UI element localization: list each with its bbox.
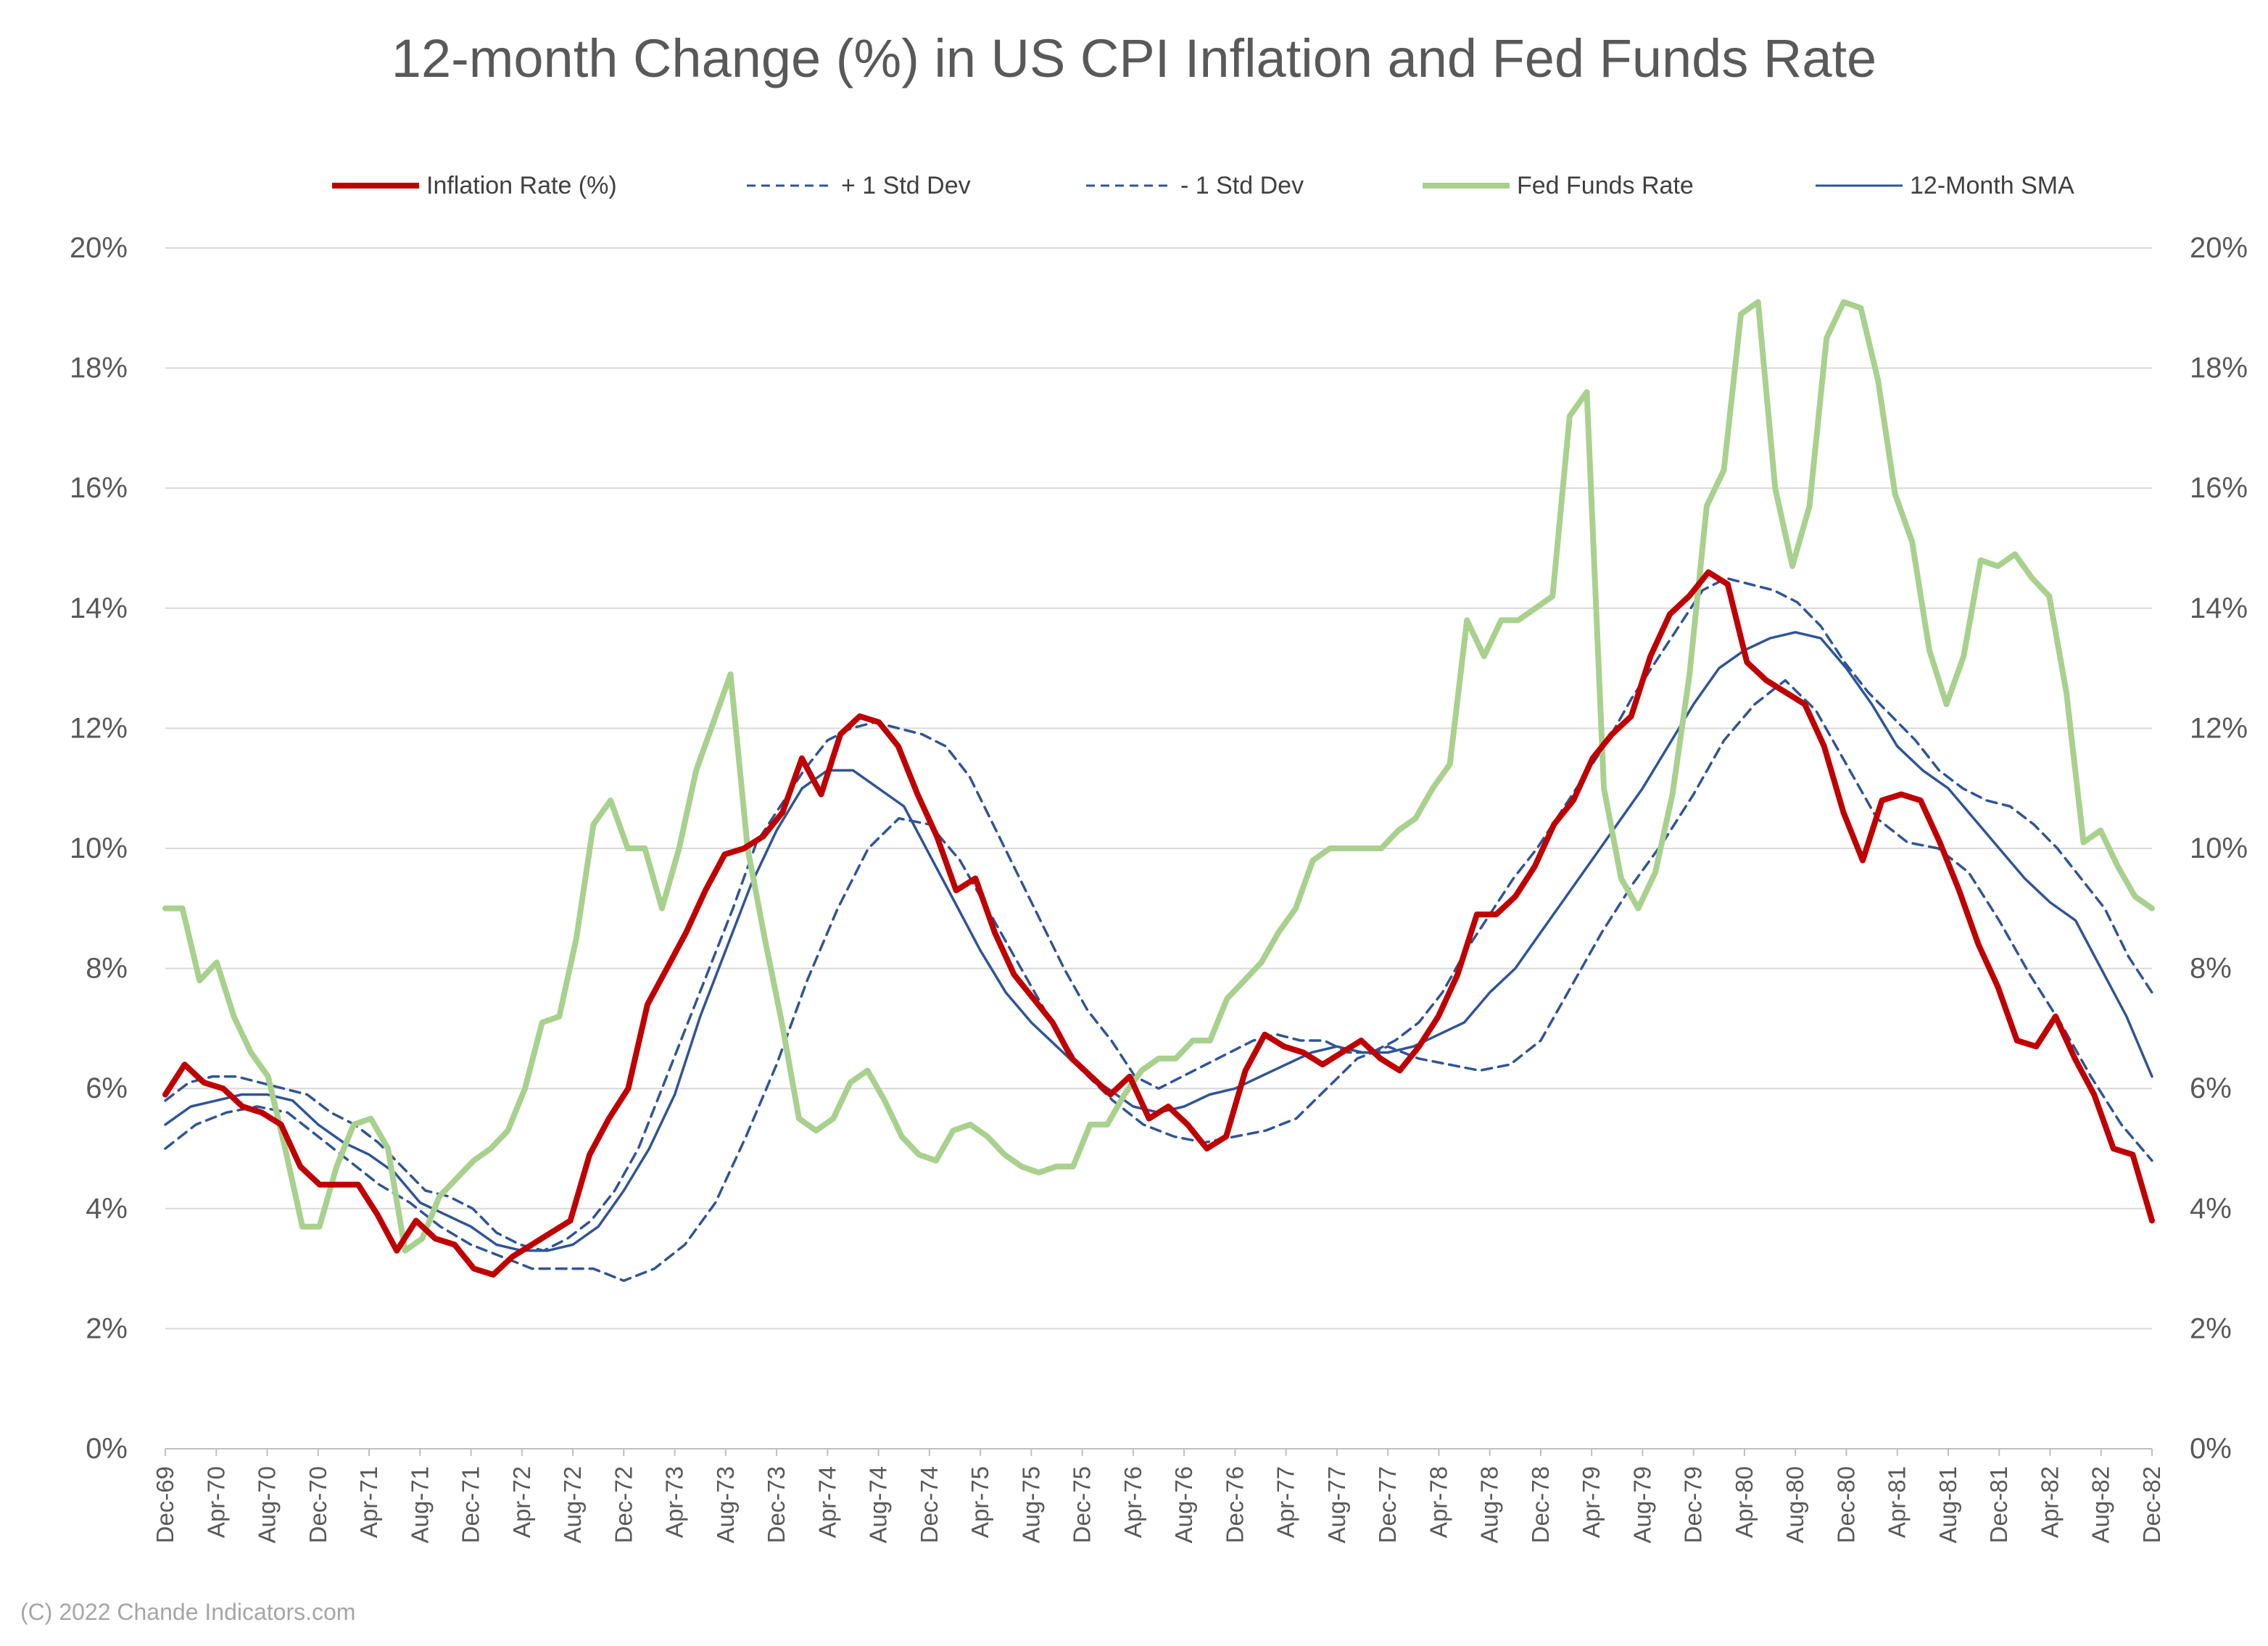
y-tick-label-left: 18% bbox=[70, 352, 128, 384]
y-tick-label-left: 16% bbox=[70, 472, 128, 504]
chart-title: 12-month Change (%) in US CPI Inflation … bbox=[391, 28, 1877, 88]
y-tick-label-left: 4% bbox=[86, 1193, 128, 1225]
x-tick-label: Aug-70 bbox=[254, 1466, 281, 1543]
legend-label-minus-std: - 1 Std Dev bbox=[1180, 171, 1304, 199]
x-tick-label: Apr-73 bbox=[661, 1466, 688, 1538]
x-tick-label: Dec-81 bbox=[1985, 1466, 2012, 1543]
y-tick-label-right: 16% bbox=[2190, 472, 2248, 504]
y-tick-label-left: 0% bbox=[86, 1433, 128, 1465]
x-tick-label: Dec-78 bbox=[1527, 1466, 1554, 1543]
series-line-12-month-sma bbox=[164, 631, 2153, 1252]
x-tick-label: Apr-72 bbox=[508, 1466, 535, 1538]
y-tick-label-right: 12% bbox=[2190, 712, 2248, 744]
series-line-fed-funds-rate bbox=[162, 299, 2155, 1254]
legend-label-inflation: Inflation Rate (%) bbox=[426, 171, 617, 199]
y-tick-label-right: 18% bbox=[2190, 352, 2248, 384]
x-tick-label: Apr-70 bbox=[202, 1466, 229, 1538]
y-tick-label-left: 10% bbox=[70, 832, 128, 864]
x-tick-label: Aug-76 bbox=[1170, 1466, 1197, 1543]
legend-label-plus-std: + 1 Std Dev bbox=[841, 171, 971, 199]
y-tick-label-right: 6% bbox=[2190, 1072, 2232, 1104]
y-tick-label-left: 14% bbox=[70, 592, 128, 624]
x-tick-label: Dec-69 bbox=[152, 1466, 178, 1543]
x-tick-label: Apr-81 bbox=[1884, 1466, 1911, 1538]
y-tick-label-left: 2% bbox=[86, 1312, 128, 1344]
legend-label-sma: 12-Month SMA bbox=[1910, 171, 2074, 199]
x-tick-label: Aug-71 bbox=[406, 1466, 433, 1543]
legend-item-minus-std: - 1 Std Dev bbox=[1085, 164, 1304, 207]
y-tick-label-left: 12% bbox=[70, 712, 128, 744]
x-tick-label: Dec-77 bbox=[1374, 1466, 1401, 1543]
x-tick-label: Dec-73 bbox=[763, 1466, 790, 1543]
x-tick-label: Apr-71 bbox=[355, 1466, 382, 1538]
x-tick-label: Aug-72 bbox=[559, 1466, 586, 1543]
x-tick-label: Apr-77 bbox=[1272, 1466, 1299, 1538]
y-tick-label-right: 2% bbox=[2190, 1312, 2232, 1344]
legend-item-fed-funds: Fed Funds Rate bbox=[1421, 164, 1694, 207]
legend-label-fed-funds: Fed Funds Rate bbox=[1517, 171, 1694, 199]
x-tick-label: Dec-76 bbox=[1221, 1466, 1248, 1543]
x-tick-label: Dec-75 bbox=[1069, 1466, 1096, 1543]
legend-item-plus-std: + 1 Std Dev bbox=[745, 164, 971, 207]
x-tick-label: Apr-78 bbox=[1425, 1466, 1452, 1538]
y-tick-label-right: 4% bbox=[2190, 1193, 2232, 1225]
x-tick-label: Aug-80 bbox=[1781, 1466, 1808, 1543]
y-tick-label-right: 8% bbox=[2190, 953, 2232, 985]
y-tick-label-left: 20% bbox=[70, 232, 128, 264]
x-tick-label: Aug-74 bbox=[865, 1466, 892, 1543]
y-tick-label-right: 10% bbox=[2190, 832, 2248, 864]
x-tick-label: Aug-79 bbox=[1628, 1466, 1655, 1543]
x-tick-label: Apr-76 bbox=[1119, 1466, 1146, 1538]
chart-legend: Inflation Rate (%) + 1 Std Dev - 1 Std D… bbox=[0, 164, 2268, 207]
x-tick-label: Aug-82 bbox=[2087, 1466, 2114, 1543]
x-tick-label: Aug-78 bbox=[1476, 1466, 1503, 1543]
x-tick-label: Dec-71 bbox=[458, 1466, 484, 1543]
x-tick-label: Aug-75 bbox=[1017, 1466, 1044, 1543]
series-line-1-std-dev bbox=[164, 679, 2153, 1282]
x-tick-label: Apr-82 bbox=[2036, 1466, 2063, 1538]
legend-item-sma: 12-Month SMA bbox=[1814, 164, 2074, 207]
x-tick-label: Aug-73 bbox=[712, 1466, 739, 1543]
x-tick-label: Apr-79 bbox=[1578, 1466, 1605, 1538]
y-tick-label-left: 6% bbox=[86, 1072, 128, 1104]
x-tick-label: Dec-72 bbox=[610, 1466, 637, 1543]
x-tick-label: Aug-81 bbox=[1934, 1466, 1961, 1543]
copyright-footer: (C) 2022 Chande Indicators.com bbox=[20, 1599, 356, 1625]
x-tick-label: Apr-80 bbox=[1731, 1466, 1758, 1538]
x-tick-label: Apr-74 bbox=[814, 1466, 840, 1538]
x-tick-label: Dec-80 bbox=[1832, 1466, 1859, 1543]
x-tick-label: Dec-70 bbox=[305, 1466, 331, 1543]
x-tick-label: Aug-77 bbox=[1323, 1466, 1350, 1543]
x-tick-label: Apr-75 bbox=[967, 1466, 993, 1538]
series-line-1-std-dev bbox=[164, 576, 2153, 1252]
legend-item-inflation: Inflation Rate (%) bbox=[331, 164, 617, 207]
x-tick-label: Dec-82 bbox=[2138, 1466, 2165, 1543]
y-tick-label-right: 20% bbox=[2190, 232, 2248, 264]
y-tick-label-right: 14% bbox=[2190, 592, 2248, 624]
x-tick-label: Dec-74 bbox=[916, 1466, 943, 1543]
y-tick-label-right: 0% bbox=[2190, 1433, 2232, 1465]
series-line-inflation-rate bbox=[162, 569, 2155, 1278]
x-tick-label: Dec-79 bbox=[1680, 1466, 1707, 1543]
y-tick-label-left: 8% bbox=[86, 953, 128, 985]
